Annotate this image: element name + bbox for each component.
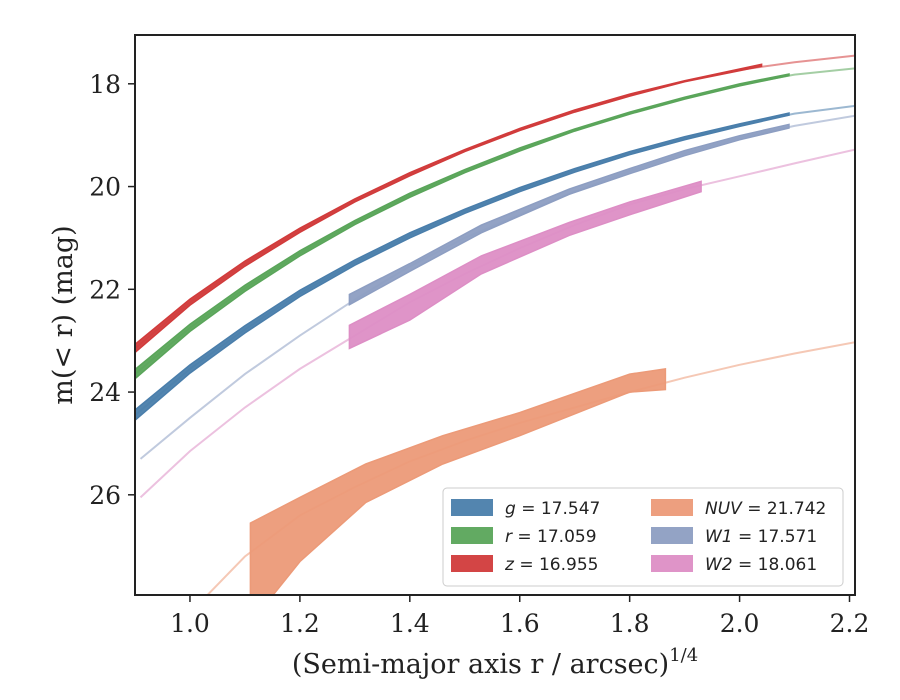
legend-label: NUV = 21.742 <box>705 499 826 519</box>
x-axis-label-exponent: 1/4 <box>669 645 698 666</box>
legend-swatch <box>651 527 693 544</box>
series-nuv <box>206 341 855 595</box>
y-tick-label: 26 <box>89 481 121 510</box>
legend-label: g = 17.547 <box>505 499 600 519</box>
legend-swatch <box>651 499 693 516</box>
series-g-band <box>135 112 790 422</box>
legend: g = 17.547 r = 17.059 z = 16.955 NUV = 21.7… <box>442 487 844 587</box>
series-nuv-band <box>249 368 667 595</box>
legend-item-z: z = 16.955 <box>451 555 598 575</box>
y-tick-label: 24 <box>89 378 121 407</box>
x-tick-label: 1.8 <box>610 609 650 638</box>
x-axis-label: (Semi-major axis r / arcsec)1/4 <box>292 645 698 680</box>
series-w1-band <box>348 123 790 306</box>
x-ticks: 1.0 1.2 1.4 1.6 1.8 2.0 2.2 <box>170 595 869 638</box>
legend-item-w1: W1 = 17.571 <box>651 527 817 547</box>
series-w1 <box>139 114 855 460</box>
series-z-band <box>135 63 763 354</box>
y-tick-label: 22 <box>89 275 121 304</box>
x-axis-label-text: (Semi-major axis r / arcsec) <box>292 649 669 680</box>
legend-swatch <box>451 555 493 572</box>
x-tick-label: 1.2 <box>280 609 320 638</box>
series-r <box>135 67 855 380</box>
y-tick-label: 18 <box>89 70 121 99</box>
series-r-band <box>135 73 790 380</box>
legend-item-r: r = 17.059 <box>451 527 597 547</box>
x-tick-label: 2.2 <box>830 609 870 638</box>
legend-item-w2: W2 = 18.061 <box>651 555 817 575</box>
y-tick-label: 20 <box>89 173 121 202</box>
x-tick-label: 1.6 <box>500 609 540 638</box>
series-w2 <box>139 148 855 499</box>
legend-swatch <box>451 499 493 516</box>
legend-swatch <box>651 555 693 572</box>
legend-item-nuv: NUV = 21.742 <box>651 499 826 519</box>
legend-label: r = 17.059 <box>505 527 597 547</box>
series-w2-band <box>348 180 702 350</box>
legend-swatch <box>451 527 493 544</box>
x-tick-label: 2.0 <box>720 609 760 638</box>
x-tick-label: 1.0 <box>170 609 210 638</box>
series-layer <box>135 54 855 595</box>
legend-item-g: g = 17.547 <box>451 499 600 519</box>
legend-label: z = 16.955 <box>504 555 598 575</box>
legend-box <box>442 487 844 587</box>
legend-label: W2 = 18.061 <box>705 555 817 575</box>
legend-label: W1 = 17.571 <box>705 527 817 547</box>
series-g <box>135 104 855 422</box>
plot-frame <box>134 34 856 596</box>
y-ticks: 18 20 22 24 26 <box>89 70 135 510</box>
y-axis-label: m(< r) (mag) <box>48 225 79 404</box>
x-tick-label: 1.4 <box>390 609 430 638</box>
series-z <box>135 54 855 354</box>
